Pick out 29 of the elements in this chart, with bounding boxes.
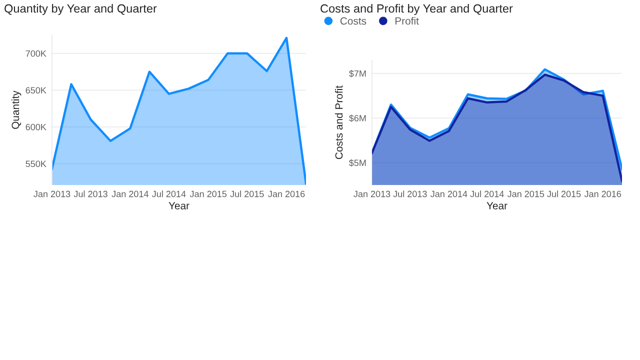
x-tick-label: Jan 2015 (507, 190, 544, 198)
y-tick-label: $7M (348, 70, 366, 78)
x-tick-label: Jan 2016 (584, 190, 621, 198)
x-tick-label: Jan 2014 (430, 190, 468, 198)
x-axis-title: Year (168, 202, 190, 210)
y-tick-label: 650K (26, 87, 46, 94)
y-tick-label: $6M (348, 114, 366, 122)
x-tick-label: Jan 2015 (190, 190, 227, 198)
x-tick-label: Jul 2014 (152, 190, 186, 198)
x-tick-label: Jan 2014 (112, 190, 148, 198)
y-tick-label: $5M (348, 159, 366, 167)
x-tick-label: Jul 2015 (547, 190, 581, 198)
x-tick-label: Jul 2013 (393, 190, 427, 198)
x-axis-title: Year (486, 202, 508, 210)
x-tick-label: Jul 2014 (470, 190, 504, 198)
chart-title: Costs and Profit by Year and Quarter (320, 4, 513, 16)
y-tick-label: 600K (26, 124, 46, 130)
x-tick-label: Jan 2013 (34, 190, 70, 198)
y-tick-label: 550K (26, 160, 46, 168)
x-tick-label: Jul 2015 (230, 190, 264, 198)
chart-title: Quantity by Year and Quarter (4, 4, 157, 16)
y-axis-title: Costs and Profit (335, 86, 343, 160)
x-tick-label: Jan 2016 (268, 190, 305, 198)
legend-label: Costs (340, 17, 366, 25)
x-tick-label: Jan 2013 (354, 190, 390, 198)
y-tick-label: 700K (26, 50, 46, 57)
legend-label: Profit (395, 17, 419, 25)
x-tick-label: Jul 2013 (74, 190, 108, 198)
y-axis-title: Quantity (11, 90, 22, 129)
